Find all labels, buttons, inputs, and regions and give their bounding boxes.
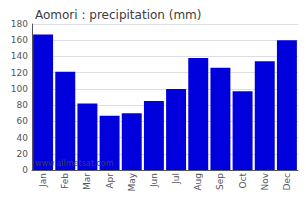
svg-text:Sep: Sep [215,173,225,190]
svg-text:Dec: Dec [282,173,292,190]
svg-text:Aomori : precipitation (mm): Aomori : precipitation (mm) [35,8,201,22]
svg-text:40: 40 [17,133,29,143]
svg-text:Jun: Jun [149,173,159,188]
svg-text:Jan: Jan [38,173,48,188]
svg-text:120: 120 [11,68,28,78]
svg-text:www.allmetsat.com: www.allmetsat.com [35,159,114,168]
svg-text:Aug: Aug [193,173,203,191]
svg-text:140: 140 [11,51,28,61]
svg-text:Feb: Feb [60,173,70,189]
svg-text:160: 160 [11,35,28,45]
svg-text:Jul: Jul [171,173,181,185]
svg-text:0: 0 [22,165,28,175]
svg-text:100: 100 [11,84,28,94]
svg-text:Mar: Mar [82,173,92,190]
svg-text:Nov: Nov [260,172,270,190]
svg-text:Apr: Apr [105,173,115,189]
svg-text:180: 180 [11,19,28,29]
svg-text:Oct: Oct [238,173,248,189]
svg-text:May: May [127,172,137,191]
svg-text:20: 20 [17,149,29,159]
svg-text:80: 80 [17,100,29,110]
svg-text:60: 60 [17,116,29,126]
